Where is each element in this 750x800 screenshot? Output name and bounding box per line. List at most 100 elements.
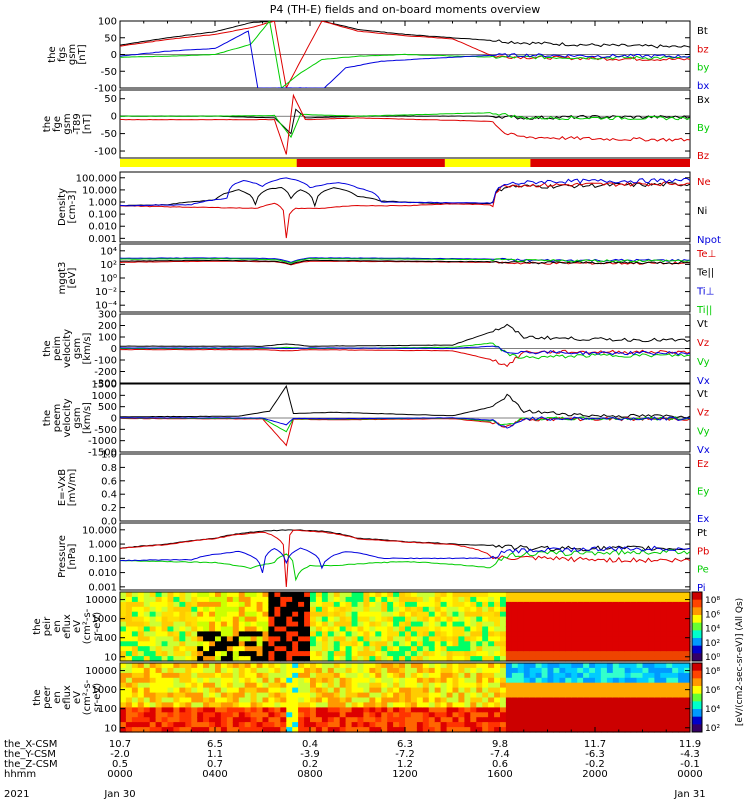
spectrogram-cell xyxy=(452,646,459,652)
status-segment xyxy=(296,159,445,167)
spectrogram-cell xyxy=(410,656,418,662)
spectrogram-cell xyxy=(375,667,382,674)
spectrogram-cell xyxy=(559,697,566,703)
spectrogram-cell xyxy=(345,621,353,628)
spectrogram-cell xyxy=(470,727,477,733)
series-temperature-Ti|| xyxy=(120,257,690,264)
spectrogram-cell xyxy=(167,667,174,674)
spectrogram-cell xyxy=(131,663,139,669)
spectrogram-cell xyxy=(197,677,204,684)
spectrogram-cell xyxy=(381,697,388,703)
spectrogram-cell xyxy=(149,651,157,657)
spectrogram-cell xyxy=(565,631,572,637)
spectrogram-cell xyxy=(583,677,590,684)
spectrogram-cell xyxy=(595,606,602,613)
spectrogram-cell xyxy=(529,687,537,694)
spectrogram-cell xyxy=(589,667,596,674)
spectrogram-cell xyxy=(137,621,145,628)
spectrogram-cell xyxy=(327,722,335,728)
spectrogram-cell xyxy=(155,692,163,699)
spectrogram-cell xyxy=(589,611,596,618)
ytick-label: 0.001 xyxy=(88,234,117,245)
spectrogram-cell xyxy=(393,697,400,703)
spectrogram-cell xyxy=(191,592,198,598)
spectrogram-cell xyxy=(155,687,163,694)
colorbar-band xyxy=(692,645,702,654)
spectrogram-cell xyxy=(125,636,133,642)
spectrogram-cell xyxy=(458,651,465,657)
spectrogram-cell xyxy=(464,727,471,733)
spectrogram-cell xyxy=(143,727,151,733)
spectrogram-cell xyxy=(541,592,549,598)
ytick-label: 0.100 xyxy=(88,210,117,221)
spectrogram-cell xyxy=(226,621,234,628)
spectrogram-cell xyxy=(535,702,543,708)
spectrogram-cell xyxy=(440,592,448,598)
spectrogram-cell xyxy=(553,626,560,632)
spectrogram-cell xyxy=(232,717,240,723)
spectrogram-cell xyxy=(238,656,246,662)
spectrogram-cell xyxy=(399,636,406,642)
spectrogram-cell xyxy=(161,667,169,674)
spectrogram-cell xyxy=(215,697,222,703)
spectrogram-cell xyxy=(220,702,228,708)
spectrogram-cell xyxy=(618,677,626,684)
spectrogram-cell xyxy=(327,697,335,703)
spectrogram-cell xyxy=(149,697,157,703)
spectrogram-cell xyxy=(458,667,465,674)
spectrogram-cell xyxy=(410,621,418,628)
spectrogram-cell xyxy=(612,592,620,598)
spectrogram-cell xyxy=(137,592,145,598)
spectrogram-cell xyxy=(393,606,400,613)
spectrogram-cell xyxy=(482,717,489,723)
spectrogram-cell xyxy=(203,677,210,684)
spectrogram-cell xyxy=(565,656,572,662)
spectrogram-cell xyxy=(666,687,673,694)
spectrogram-cell xyxy=(286,692,293,699)
spectrogram-cell xyxy=(155,631,163,637)
spectrogram-cell xyxy=(149,687,157,694)
spectrogram-cell xyxy=(583,712,590,718)
spectrogram-cell xyxy=(215,677,222,684)
spectrogram-cell xyxy=(565,672,572,679)
spectrogram-cell xyxy=(137,596,145,603)
spectrogram-cell xyxy=(577,692,584,699)
spectrogram-cell xyxy=(565,692,572,699)
spectrogram-cell xyxy=(482,677,489,684)
spectrogram-cell xyxy=(464,626,471,632)
xrow-value: -7.2 xyxy=(395,749,415,760)
spectrogram-cell xyxy=(321,616,329,623)
spectrogram-cell xyxy=(215,626,222,632)
spectrogram-cell xyxy=(333,682,341,689)
spectrogram-cell xyxy=(488,692,495,699)
spectrogram-cell xyxy=(327,717,335,723)
spectrogram-cell xyxy=(517,631,525,637)
spectrogram-cell xyxy=(280,631,287,637)
spectrogram-cell xyxy=(155,616,163,623)
spectrogram-cell xyxy=(494,596,501,603)
spectrogram-cell xyxy=(131,641,139,647)
spectrogram-cell xyxy=(321,651,329,657)
spectrogram-cell xyxy=(173,601,180,608)
spectrogram-cell xyxy=(209,667,216,674)
panel-frame xyxy=(119,89,691,159)
spectrogram-cell xyxy=(173,592,180,598)
spectrogram-cell xyxy=(565,611,572,618)
spectrogram-cell xyxy=(505,687,513,694)
spectrogram-cell xyxy=(630,611,638,618)
spectrogram-cell xyxy=(505,727,513,733)
spectrogram-cell xyxy=(589,592,596,598)
spectrogram-cell xyxy=(120,687,127,694)
spectrogram-cell xyxy=(458,717,465,723)
spectrogram-cell xyxy=(191,646,198,652)
xrow-label: the_Y-CSM xyxy=(4,749,56,760)
spectrogram-cell xyxy=(612,626,620,632)
spectrogram-cell xyxy=(405,667,412,674)
spectrogram-cell xyxy=(428,722,436,728)
spectrogram-cell xyxy=(333,592,341,598)
spectrogram-cell xyxy=(315,592,323,598)
spectrogram-cell xyxy=(559,641,566,647)
spectrogram-cell xyxy=(345,692,353,699)
spectrogram-cell xyxy=(179,592,186,598)
spectrogram-cell xyxy=(636,611,644,618)
